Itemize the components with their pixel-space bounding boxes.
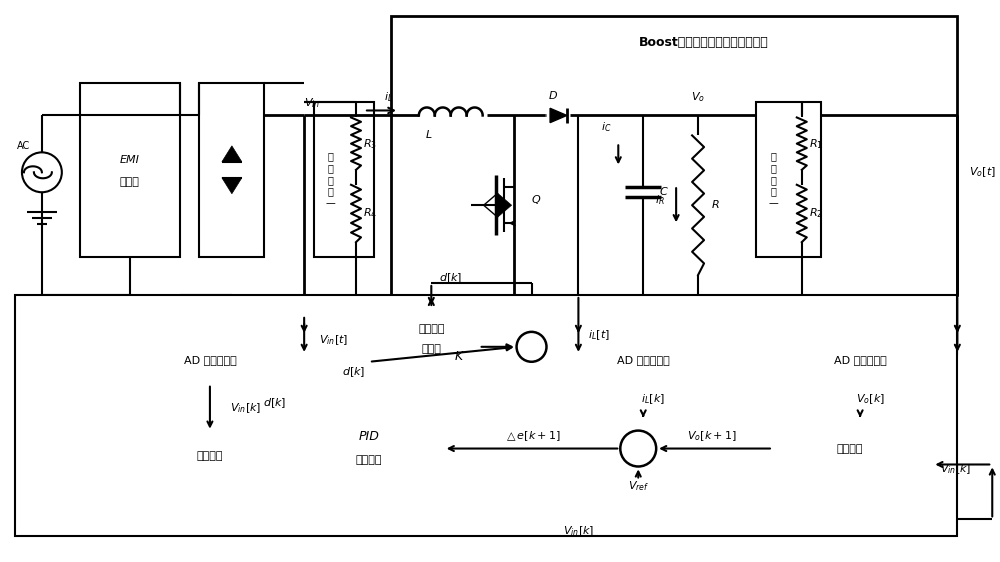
Text: $i_L$: $i_L$ — [384, 90, 393, 105]
Polygon shape — [550, 108, 567, 123]
Text: AC: AC — [17, 142, 31, 151]
Text: $V_{in}[k]$: $V_{in}[k]$ — [563, 524, 594, 538]
Text: $i_L[k]$: $i_L[k]$ — [641, 392, 665, 406]
Bar — [294, 418, 444, 479]
Bar — [128, 432, 292, 479]
Text: $i_L[t]$: $i_L[t]$ — [588, 328, 610, 342]
Text: $V_{in}[t]$: $V_{in}[t]$ — [319, 333, 348, 347]
Text: PID: PID — [359, 430, 379, 443]
Polygon shape — [222, 178, 242, 194]
Text: 调制器: 调制器 — [421, 344, 441, 354]
Text: $i_R$: $i_R$ — [655, 193, 665, 207]
Text: $R_1$: $R_1$ — [809, 137, 823, 151]
Bar — [391, 16, 957, 295]
Polygon shape — [498, 193, 512, 217]
Text: $V_{in}[k]$: $V_{in}[k]$ — [230, 401, 261, 415]
Text: 分
压
单
元
—: 分 压 单 元 — — [325, 152, 335, 208]
Bar — [768, 418, 932, 479]
Bar — [80, 83, 180, 257]
Text: 分
压
单
元
—: 分 压 单 元 — — [769, 152, 779, 208]
Text: $V_o[k+1]$: $V_o[k+1]$ — [687, 430, 737, 443]
Text: C: C — [659, 187, 667, 197]
Text: AD 转换单元一: AD 转换单元一 — [184, 355, 236, 365]
Bar — [369, 308, 494, 370]
Text: 滤波器: 滤波器 — [120, 177, 140, 187]
Text: K: K — [455, 350, 463, 363]
Text: $d[k]$: $d[k]$ — [342, 365, 366, 379]
Text: Boost型变换器功率级主拓扑结构: Boost型变换器功率级主拓扑结构 — [639, 36, 769, 49]
Text: $\triangle e[k+1]$: $\triangle e[k+1]$ — [504, 430, 560, 443]
Text: D: D — [549, 90, 558, 101]
Text: 控制单元: 控制单元 — [356, 456, 382, 465]
Text: $R_3$: $R_3$ — [363, 137, 377, 151]
Text: Q: Q — [531, 195, 540, 205]
Text: $R_4$: $R_4$ — [363, 207, 377, 220]
Text: 数字脉冲: 数字脉冲 — [418, 324, 445, 334]
Bar — [756, 102, 821, 257]
Bar — [563, 336, 723, 384]
Text: $V_o$: $V_o$ — [691, 90, 705, 105]
Text: L: L — [426, 130, 432, 140]
Text: EMI: EMI — [120, 155, 140, 165]
Text: AD 转换单元二: AD 转换单元二 — [617, 355, 670, 365]
Text: $V_{in}[k]$: $V_{in}[k]$ — [940, 463, 972, 477]
Text: $R_2$: $R_2$ — [809, 207, 823, 220]
Text: AD 转换单元三: AD 转换单元三 — [834, 355, 886, 365]
Text: $V_{ref}$: $V_{ref}$ — [628, 479, 649, 493]
Text: $V_o[k]$: $V_o[k]$ — [856, 392, 885, 406]
Bar — [15, 295, 957, 536]
Text: $d[k]$: $d[k]$ — [263, 396, 286, 410]
Text: $V_{in}$: $V_{in}$ — [304, 97, 320, 110]
Bar — [314, 102, 374, 257]
Bar — [199, 83, 264, 257]
Polygon shape — [222, 146, 242, 162]
Bar — [128, 336, 292, 384]
Bar — [778, 336, 942, 384]
Text: $i_C$: $i_C$ — [601, 120, 612, 134]
Text: $V_o[t]$: $V_o[t]$ — [969, 165, 996, 179]
Text: 预测单元: 预测单元 — [837, 443, 863, 454]
Text: 修正单元: 修正单元 — [197, 451, 223, 460]
Text: R: R — [712, 200, 720, 210]
Text: $d[k]$: $d[k]$ — [439, 271, 463, 285]
